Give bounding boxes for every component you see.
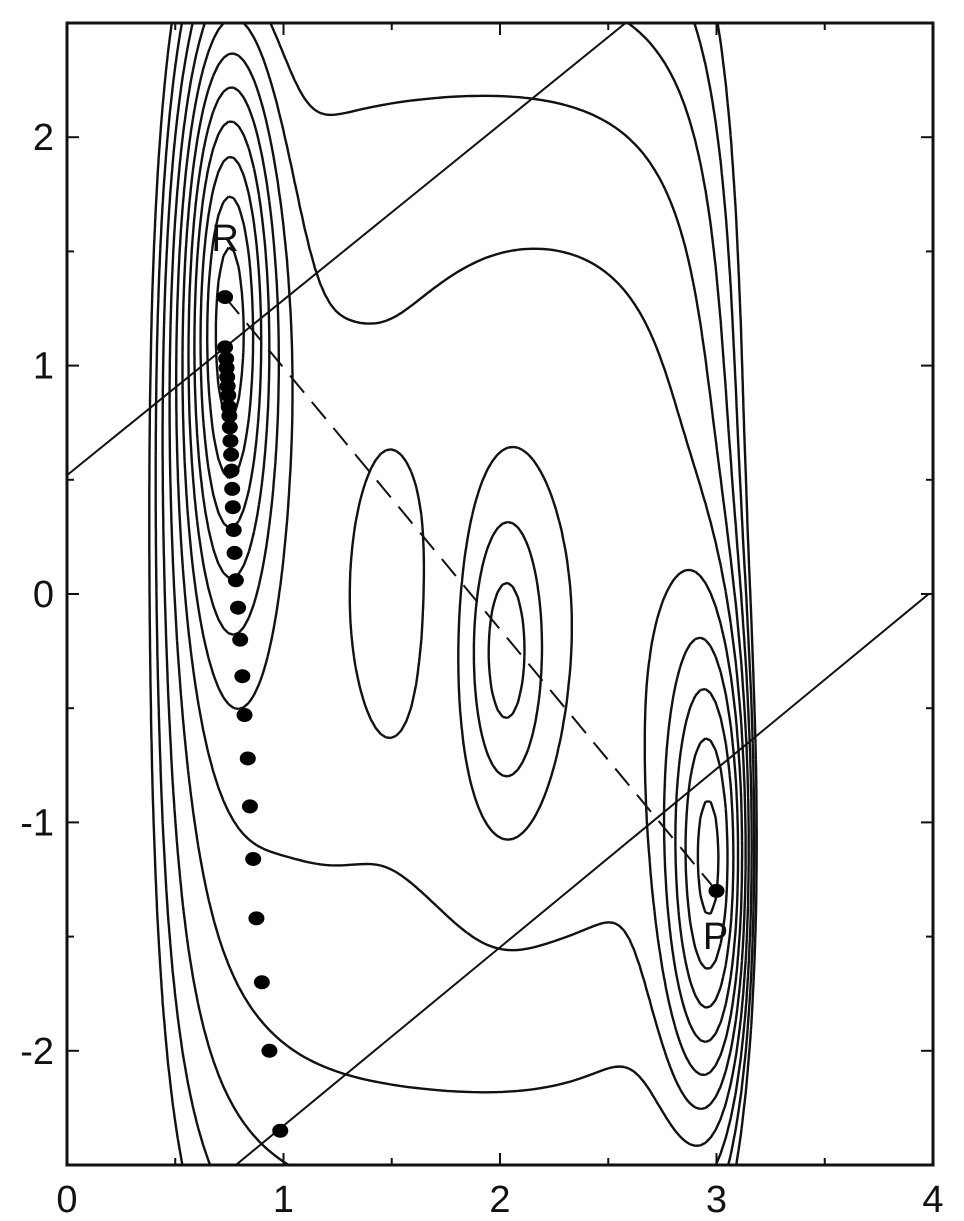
path-point-25 <box>248 911 265 926</box>
path-point-21 <box>236 708 253 723</box>
contour-level-6 <box>181 52 744 1077</box>
x-tick-label: 1 <box>273 1179 294 1221</box>
x-tick-label: 3 <box>706 1179 727 1221</box>
contour-level-4 <box>193 120 735 1009</box>
contour-level-9 <box>161 23 753 1165</box>
path-point-20 <box>234 669 251 684</box>
solid-line-2 <box>235 593 930 1165</box>
contour-level-8 <box>168 23 750 1147</box>
path-point-26 <box>253 975 270 990</box>
path-point-24 <box>245 851 262 866</box>
y-tick-label: -1 <box>20 802 54 844</box>
path-point-9 <box>221 420 238 435</box>
y-tick-labels: -2 -1 0 1 2 <box>20 117 54 1073</box>
x-tick-labels: 0 1 2 3 4 <box>56 1179 943 1221</box>
contour-level-10 <box>154 23 756 1165</box>
path-point-6 <box>220 388 237 403</box>
product-label: P <box>703 916 728 958</box>
path-point-18 <box>230 600 247 615</box>
contour-lines <box>148 23 758 1165</box>
path-point-23 <box>241 799 258 814</box>
contour-level-5 <box>187 86 740 1044</box>
dashed-line <box>224 296 718 892</box>
path-point-17 <box>227 573 244 588</box>
x-tick-label: 0 <box>56 1179 77 1221</box>
path-point-15 <box>225 523 242 538</box>
path-point-28 <box>272 1123 289 1138</box>
path-points <box>217 340 289 1138</box>
path-point-11 <box>223 447 240 462</box>
contour-level-11 <box>148 23 758 1165</box>
y-tick-label: 0 <box>33 574 54 616</box>
reactant-point <box>217 290 234 305</box>
y-tick-label: 1 <box>33 346 54 388</box>
path-point-22 <box>239 751 256 766</box>
path-point-12 <box>223 463 240 478</box>
y-tick-label: -2 <box>20 1031 54 1073</box>
axis-ticks <box>66 22 934 1166</box>
product-point <box>708 883 725 898</box>
endpoint-markers <box>217 290 725 898</box>
path-point-10 <box>222 433 239 448</box>
solid-line-1 <box>67 23 627 477</box>
contour-level-3 <box>199 155 729 970</box>
x-tick-label: 4 <box>922 1179 943 1221</box>
x-tick-label: 2 <box>489 1179 510 1221</box>
reference-lines <box>67 23 930 1165</box>
path-point-16 <box>226 545 243 560</box>
y-tick-label: 2 <box>33 117 54 159</box>
path-point-27 <box>261 1043 278 1058</box>
path-point-13 <box>224 481 241 496</box>
reactant-label: R <box>211 218 238 260</box>
path-point-1 <box>217 340 234 355</box>
contour-level-7 <box>175 23 747 1111</box>
path-point-8 <box>221 408 238 423</box>
path-point-14 <box>224 500 241 515</box>
path-point-19 <box>232 632 249 647</box>
